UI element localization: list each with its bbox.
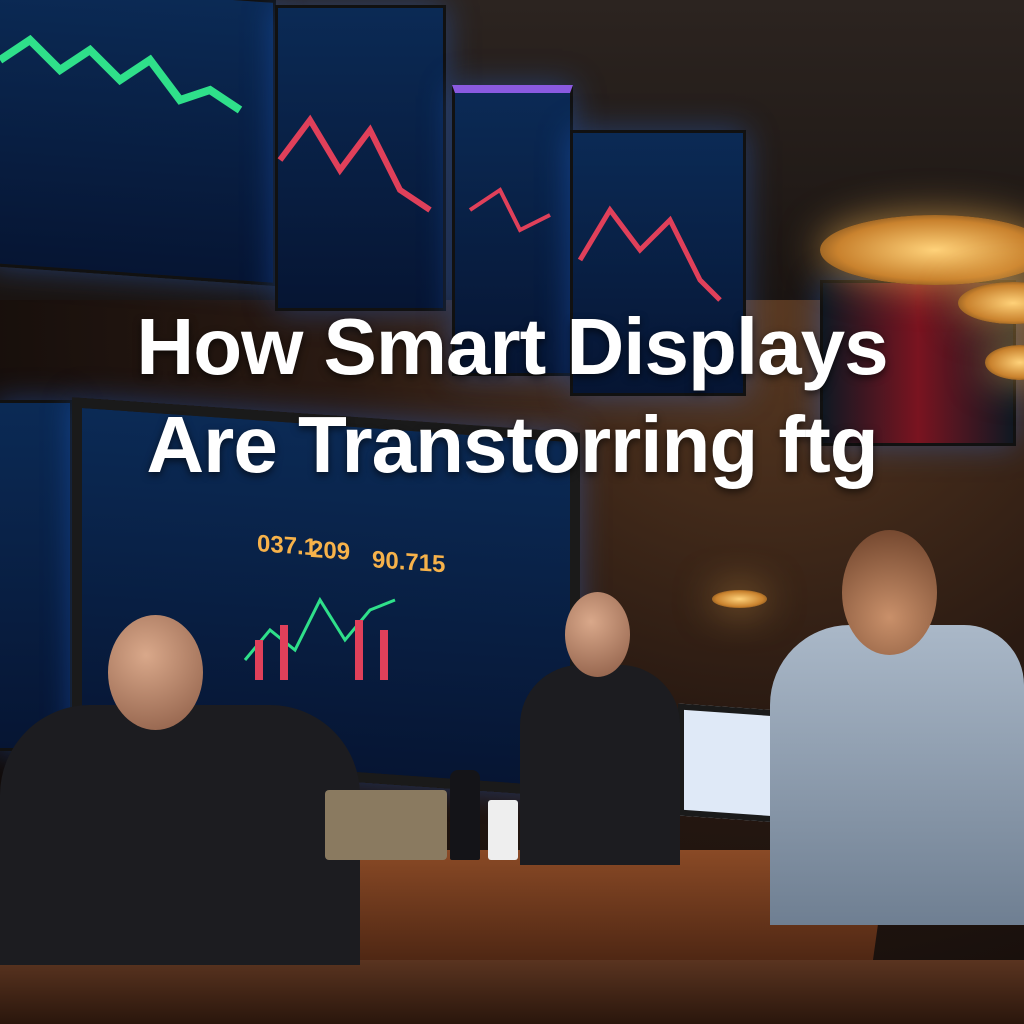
wall-chart-line-2 bbox=[277, 114, 432, 213]
headline-line-2: Are Transtorring ftg bbox=[146, 400, 878, 489]
person-middle-head bbox=[565, 592, 630, 677]
headline-line-1: How Smart Displays bbox=[136, 302, 888, 391]
wall-chart-line-4 bbox=[577, 205, 722, 302]
wall-display-4 bbox=[570, 130, 746, 396]
wall-display-2 bbox=[275, 5, 446, 311]
napkin-basket bbox=[325, 790, 447, 860]
pendant-lamp-1 bbox=[820, 215, 1024, 285]
wall-lamp bbox=[712, 590, 767, 608]
person-right-head bbox=[842, 530, 937, 655]
bottle bbox=[450, 770, 480, 860]
wall-display-3 bbox=[452, 85, 573, 376]
bar bbox=[280, 625, 288, 680]
wall-chart-line-3 bbox=[468, 187, 551, 233]
person-right-body bbox=[770, 625, 1024, 925]
person-left-body bbox=[0, 705, 360, 965]
side-monitor bbox=[0, 400, 73, 751]
bar bbox=[255, 640, 263, 680]
foreground-desk bbox=[0, 960, 1024, 1024]
monitor-chart-line bbox=[243, 596, 396, 661]
headline: How Smart Displays Are Transtorring ftg bbox=[0, 298, 1024, 494]
wall-chart-line-1 bbox=[0, 34, 243, 114]
monitor-bars bbox=[255, 620, 388, 680]
cup bbox=[488, 800, 518, 860]
bar bbox=[380, 630, 388, 680]
person-middle-body bbox=[520, 665, 680, 865]
bar bbox=[355, 620, 363, 680]
person-left-head bbox=[108, 615, 203, 730]
